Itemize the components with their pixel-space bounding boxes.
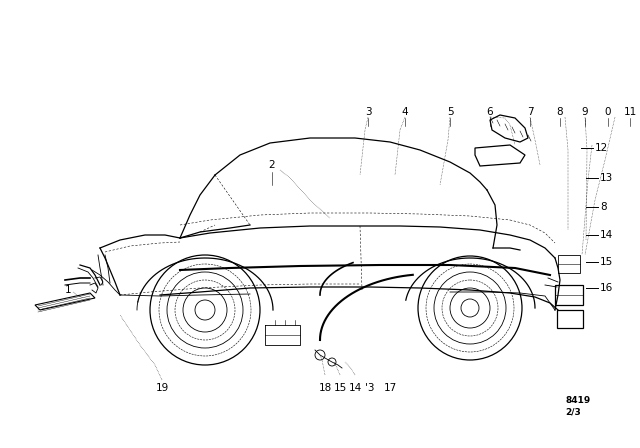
Text: 11: 11 bbox=[623, 107, 637, 117]
Text: 5: 5 bbox=[447, 107, 453, 117]
Bar bbox=[558, 255, 580, 273]
Text: 14: 14 bbox=[600, 230, 613, 240]
Text: 8419: 8419 bbox=[565, 396, 590, 405]
Text: '3: '3 bbox=[365, 383, 375, 393]
Text: 15: 15 bbox=[600, 257, 613, 267]
Text: 7: 7 bbox=[527, 107, 533, 117]
Text: 1: 1 bbox=[65, 285, 71, 295]
Text: 18: 18 bbox=[318, 383, 332, 393]
Text: 0: 0 bbox=[605, 107, 611, 117]
Text: 8: 8 bbox=[600, 202, 607, 212]
Text: 15: 15 bbox=[333, 383, 347, 393]
Bar bbox=[557, 310, 583, 328]
Text: 13: 13 bbox=[600, 173, 613, 183]
Text: 4: 4 bbox=[402, 107, 408, 117]
Text: 12: 12 bbox=[595, 143, 608, 153]
Text: 6: 6 bbox=[486, 107, 493, 117]
Text: 14: 14 bbox=[348, 383, 362, 393]
Text: 17: 17 bbox=[383, 383, 397, 393]
Text: 9: 9 bbox=[582, 107, 588, 117]
Text: 2/3: 2/3 bbox=[565, 408, 580, 417]
Text: 3: 3 bbox=[365, 107, 371, 117]
Bar bbox=[555, 285, 583, 305]
Text: 2: 2 bbox=[269, 160, 275, 170]
Text: 8: 8 bbox=[557, 107, 563, 117]
Text: 19: 19 bbox=[156, 383, 168, 393]
Text: 16: 16 bbox=[600, 283, 613, 293]
